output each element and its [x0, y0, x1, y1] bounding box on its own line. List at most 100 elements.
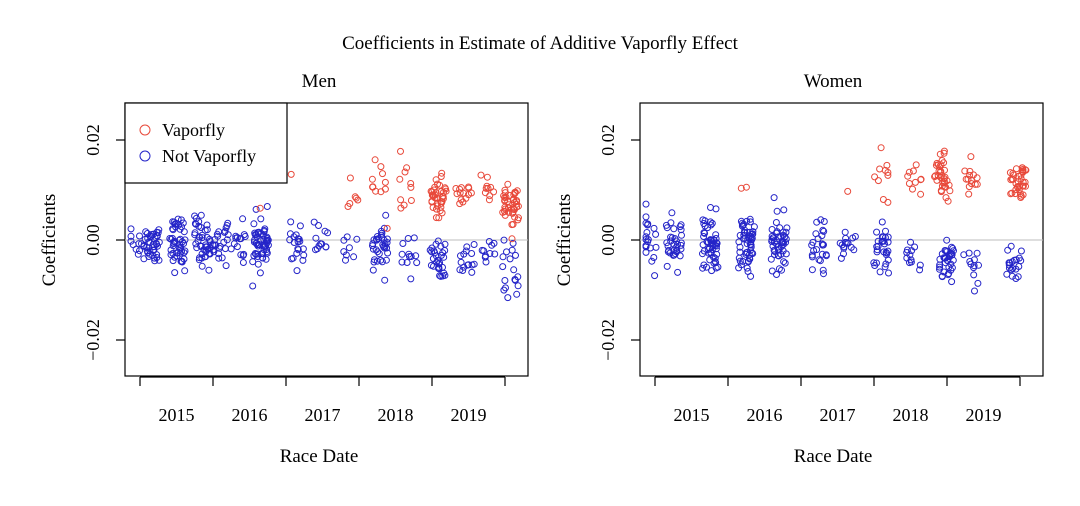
data-point — [971, 180, 979, 188]
data-point — [707, 221, 715, 229]
data-point — [881, 263, 889, 271]
data-point — [322, 243, 330, 251]
women-x-tick-label: 2019 — [966, 405, 1002, 425]
data-point — [511, 199, 519, 206]
data-point — [820, 241, 827, 249]
data-point — [154, 242, 161, 250]
data-point — [437, 199, 445, 207]
data-point — [909, 167, 917, 175]
data-point — [250, 220, 258, 228]
data-point — [1017, 247, 1025, 255]
data-point — [712, 235, 720, 242]
data-point — [399, 240, 407, 247]
data-point — [700, 247, 708, 255]
data-point — [509, 239, 517, 247]
data-point — [263, 237, 271, 245]
women-y-axis-label: Coefficients — [554, 194, 575, 287]
data-point — [169, 218, 177, 226]
data-point — [352, 194, 360, 202]
data-point — [851, 233, 859, 240]
data-point — [936, 150, 944, 158]
data-point — [970, 262, 978, 270]
data-point — [815, 256, 823, 264]
data-point — [193, 244, 201, 252]
data-point — [317, 240, 324, 248]
data-point — [943, 256, 951, 264]
data-point — [324, 229, 332, 237]
data-point — [144, 234, 152, 242]
data-point — [202, 248, 210, 256]
data-point — [820, 218, 828, 225]
data-point — [948, 243, 956, 251]
data-point — [499, 253, 507, 261]
data-point — [127, 237, 135, 245]
men-x-axis: 2015 2016 2017 2018 2019 — [139, 376, 506, 425]
data-point — [396, 175, 404, 183]
data-point — [881, 166, 889, 174]
data-point — [774, 233, 782, 241]
data-point — [487, 183, 495, 191]
data-point — [374, 235, 382, 243]
data-point — [203, 221, 211, 229]
data-point — [882, 260, 890, 268]
data-point — [876, 268, 884, 276]
data-point — [670, 246, 678, 254]
data-point — [1009, 265, 1017, 272]
data-point — [970, 271, 978, 279]
data-point — [712, 231, 720, 239]
data-point — [700, 233, 708, 240]
data-point — [224, 231, 232, 239]
data-point — [768, 267, 776, 275]
data-point — [257, 215, 265, 223]
men-series-vaporfly — [256, 147, 522, 243]
data-point — [264, 241, 272, 249]
data-point — [491, 250, 499, 258]
data-point — [642, 213, 650, 221]
data-point — [481, 189, 489, 197]
data-point — [222, 262, 230, 270]
data-point — [178, 223, 185, 231]
data-point — [844, 187, 852, 195]
data-point — [256, 269, 264, 277]
data-point — [369, 245, 377, 253]
data-point — [381, 178, 389, 186]
men-points — [127, 147, 522, 302]
data-point — [712, 245, 720, 253]
legend-box — [124, 102, 288, 184]
men-series-not-vaporfly — [127, 203, 522, 302]
data-point — [938, 182, 946, 190]
data-point — [350, 253, 358, 261]
data-point — [937, 187, 945, 194]
data-point — [836, 239, 844, 247]
data-point — [783, 224, 791, 232]
data-point — [948, 264, 956, 272]
data-point — [967, 153, 975, 161]
data-point — [377, 256, 385, 264]
data-point — [435, 260, 443, 268]
women-x-tick-label: 2017 — [820, 405, 856, 425]
data-point — [369, 183, 377, 191]
data-point — [381, 242, 389, 250]
data-point — [736, 243, 744, 251]
data-point — [876, 165, 884, 173]
data-point — [737, 217, 745, 225]
men-x-axis-label: Race Date — [280, 446, 359, 467]
data-point — [136, 232, 143, 240]
data-point — [512, 251, 519, 259]
data-point — [808, 266, 816, 274]
data-point — [221, 245, 229, 253]
data-point — [287, 218, 295, 226]
data-point — [511, 213, 519, 221]
data-point — [938, 272, 946, 280]
legend-marker — [139, 150, 151, 162]
men-y-axis: −0.02 0.00 0.02 — [83, 124, 125, 361]
men-panel: Men 2015 2016 2017 2018 2019 Race Date −0.02 0.0… — [39, 71, 529, 467]
data-point — [1016, 190, 1024, 198]
data-point — [742, 250, 750, 258]
data-point — [881, 240, 888, 248]
data-point — [405, 250, 413, 258]
data-point — [191, 212, 199, 220]
data-point — [440, 253, 448, 261]
data-point — [882, 251, 890, 259]
data-point — [223, 236, 231, 244]
